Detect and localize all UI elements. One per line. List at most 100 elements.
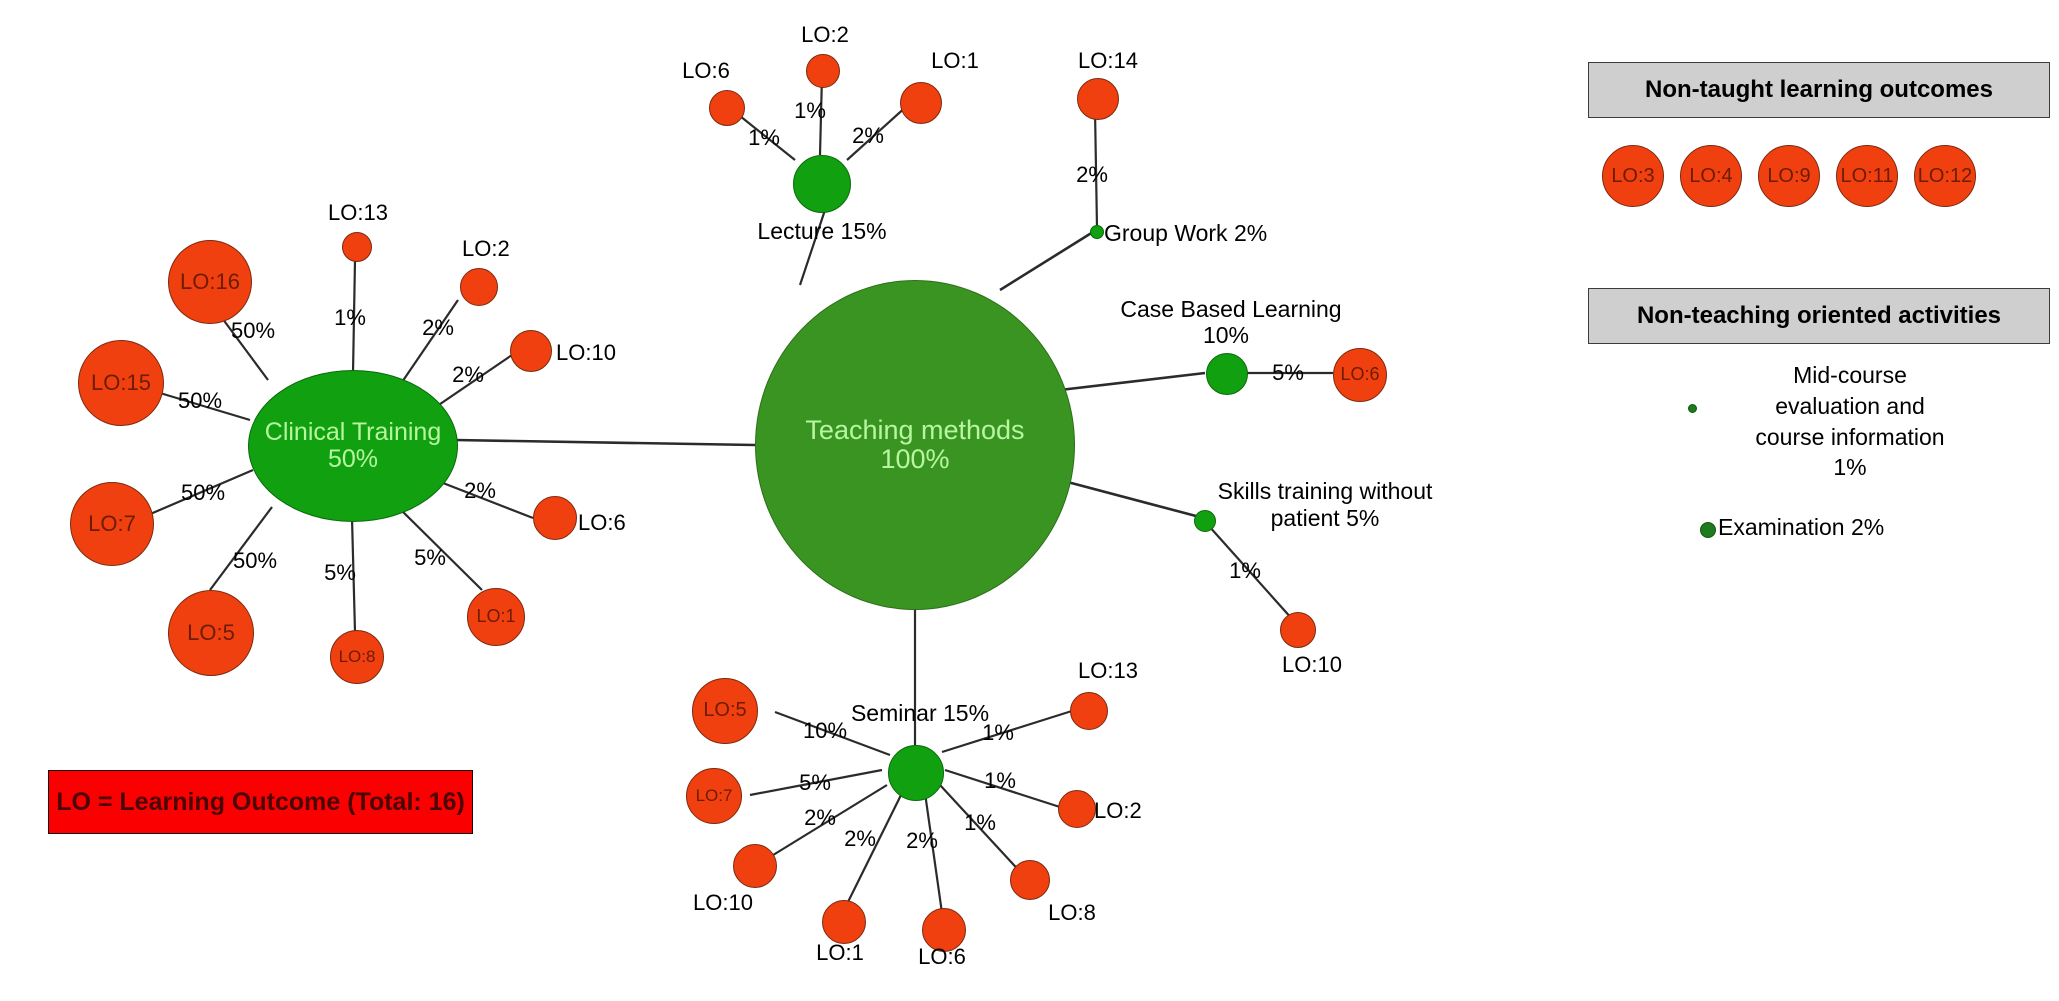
- edgelabel-clinical-lo13: 1%: [334, 305, 366, 330]
- edge-seminar-lo6: [923, 792, 945, 921]
- label-lo6-clinical: LO:6: [578, 510, 626, 535]
- label-lo1-seminar: LO:1: [816, 940, 864, 965]
- legend-lo9-label: LO:9: [1767, 164, 1811, 187]
- node-lo6-lecture[interactable]: [709, 90, 745, 126]
- node-lo7-label: LO:7: [88, 511, 136, 537]
- node-lo1-clinical[interactable]: LO:1: [467, 588, 525, 646]
- legend-lo11[interactable]: LO:11: [1836, 145, 1898, 207]
- node-lo2-clinical[interactable]: [460, 268, 498, 306]
- label-lo6-lecture: LO:6: [682, 58, 730, 83]
- label-seminar: Seminar 15%: [850, 700, 990, 726]
- legend-note-box: LO = Learning Outcome (Total: 16): [48, 770, 473, 834]
- node-lo7-seminar-label: LO:7: [695, 785, 733, 805]
- legend-lo3[interactable]: LO:3: [1602, 145, 1664, 207]
- edgelabel-clinical-lo16: 50%: [230, 318, 276, 343]
- edge-root-groupwork: [999, 230, 1094, 292]
- node-case-based-learning[interactable]: [1206, 353, 1248, 395]
- label-lo2-seminar: LO:2: [1094, 798, 1142, 823]
- legend-non-taught-header: Non-taught learning outcomes: [1588, 62, 2050, 118]
- edge-root-case: [1059, 371, 1206, 392]
- node-lo15-label: LO:15: [91, 370, 151, 396]
- legend-activities-header: Non-teaching oriented activities: [1588, 288, 2050, 344]
- node-lo7-seminar[interactable]: LO:7: [686, 768, 742, 824]
- node-skills-training[interactable]: [1194, 510, 1216, 532]
- legend-non-taught-title: Non-taught learning outcomes: [1645, 76, 1993, 103]
- node-lo2-seminar[interactable]: [1058, 790, 1096, 828]
- edgelabel-clinical-lo2: 2%: [422, 315, 454, 340]
- legend-lo4-label: LO:4: [1689, 164, 1733, 187]
- node-lo10-clinical[interactable]: [510, 330, 552, 372]
- legend-lo9[interactable]: LO:9: [1758, 145, 1820, 207]
- legend-lo11-label: LO:11: [1840, 164, 1894, 187]
- node-lo5-clinical-label: LO:5: [187, 620, 235, 646]
- edge-root-clinical: [454, 438, 756, 447]
- node-lo10-skills[interactable]: [1280, 612, 1316, 648]
- label-case-based-learning: Case Based Learning: [1120, 296, 1342, 322]
- activity-midcourse-label: Mid-course evaluation and course informa…: [1755, 362, 1945, 481]
- node-lo7[interactable]: LO:7: [70, 482, 154, 566]
- edgelabel-clinical-lo1: 5%: [414, 545, 446, 570]
- edgelabel-lecture-lo6: 1%: [748, 125, 780, 150]
- edgelabel-case-lo6: 5%: [1272, 360, 1304, 385]
- edgelabel-seminar-lo10: 2%: [804, 805, 836, 830]
- node-clinical-training[interactable]: Clinical Training 50%: [248, 370, 458, 522]
- activity-examination-label: Examination 2%: [1718, 514, 1885, 540]
- edgelabel-clinical-lo7: 50%: [180, 480, 226, 505]
- edgelabel-skills-lo10: 1%: [1229, 558, 1261, 583]
- label-case-based-learning-pct: 10%: [1202, 322, 1250, 348]
- label-lo10-skills: LO:10: [1282, 652, 1342, 677]
- node-lo8-seminar[interactable]: [1010, 860, 1050, 900]
- label-skills-training: Skills training without patient 5%: [1217, 478, 1433, 532]
- node-lo6-case[interactable]: LO:6: [1333, 348, 1387, 402]
- edgelabel-seminar-lo5: 10%: [802, 718, 848, 743]
- node-lo10-seminar[interactable]: [733, 844, 777, 888]
- edgelabel-clinical-lo10: 2%: [452, 362, 484, 387]
- edge-root-skills: [1059, 478, 1197, 518]
- activity-midcourse-dot: [1688, 404, 1697, 413]
- edgelabel-groupwork-lo14: 2%: [1076, 162, 1108, 187]
- legend-lo4[interactable]: LO:4: [1680, 145, 1742, 207]
- edgelabel-clinical-lo15: 50%: [177, 388, 223, 413]
- edgelabel-lecture-lo1: 2%: [852, 123, 884, 148]
- label-lo8-seminar: LO:8: [1048, 900, 1096, 925]
- node-lo6-seminar[interactable]: [922, 908, 966, 952]
- edgelabel-clinical-lo6: 2%: [464, 478, 496, 503]
- node-teaching-methods[interactable]: Teaching methods 100%: [755, 280, 1075, 610]
- node-lecture[interactable]: [793, 155, 851, 213]
- node-lo8-clinical-label: LO:8: [338, 646, 376, 666]
- label-lo13-seminar: LO:13: [1078, 658, 1138, 683]
- edgelabel-seminar-lo7: 5%: [799, 770, 831, 795]
- node-seminar[interactable]: [888, 745, 944, 801]
- label-lo6-seminar: LO:6: [918, 944, 966, 969]
- node-lo1-seminar[interactable]: [822, 900, 866, 944]
- node-lo14-groupwork[interactable]: [1077, 78, 1119, 120]
- edgelabel-lecture-lo2: 1%: [794, 98, 826, 123]
- node-lo16[interactable]: LO:16: [168, 240, 252, 324]
- node-lo1-lecture[interactable]: [900, 82, 942, 124]
- label-lo13-clinical: LO:13: [328, 200, 388, 225]
- node-lo6-clinical[interactable]: [533, 496, 577, 540]
- node-lo15[interactable]: LO:15: [78, 340, 164, 426]
- node-lo8-clinical[interactable]: LO:8: [330, 630, 384, 684]
- legend-lo12-label: LO:12: [1917, 164, 1973, 187]
- node-lo2-lecture[interactable]: [806, 54, 840, 88]
- node-lo5-seminar[interactable]: LO:5: [692, 678, 758, 744]
- node-lo1-clinical-label: LO:1: [476, 606, 516, 627]
- node-lo16-label: LO:16: [180, 269, 240, 295]
- label-lo14-groupwork: LO:14: [1078, 48, 1138, 73]
- node-lo13-seminar[interactable]: [1070, 692, 1108, 730]
- legend-note-text: LO = Learning Outcome (Total: 16): [56, 787, 465, 816]
- label-lecture: Lecture 15%: [757, 218, 887, 244]
- edgelabel-clinical-lo5: 50%: [232, 548, 278, 573]
- node-group-work[interactable]: [1090, 225, 1104, 239]
- legend-activities-title: Non-teaching oriented activities: [1636, 302, 2002, 329]
- edgelabel-seminar-lo6: 2%: [906, 828, 938, 853]
- node-lo13-clinical[interactable]: [342, 232, 372, 262]
- edgelabel-seminar-lo8: 1%: [964, 810, 996, 835]
- edgelabel-clinical-lo8: 5%: [324, 560, 356, 585]
- legend-lo12[interactable]: LO:12: [1914, 145, 1976, 207]
- node-lo5-clinical[interactable]: LO:5: [168, 590, 254, 676]
- edgelabel-seminar-lo13: 1%: [982, 720, 1014, 745]
- node-clinical-training-label: Clinical Training 50%: [264, 418, 442, 473]
